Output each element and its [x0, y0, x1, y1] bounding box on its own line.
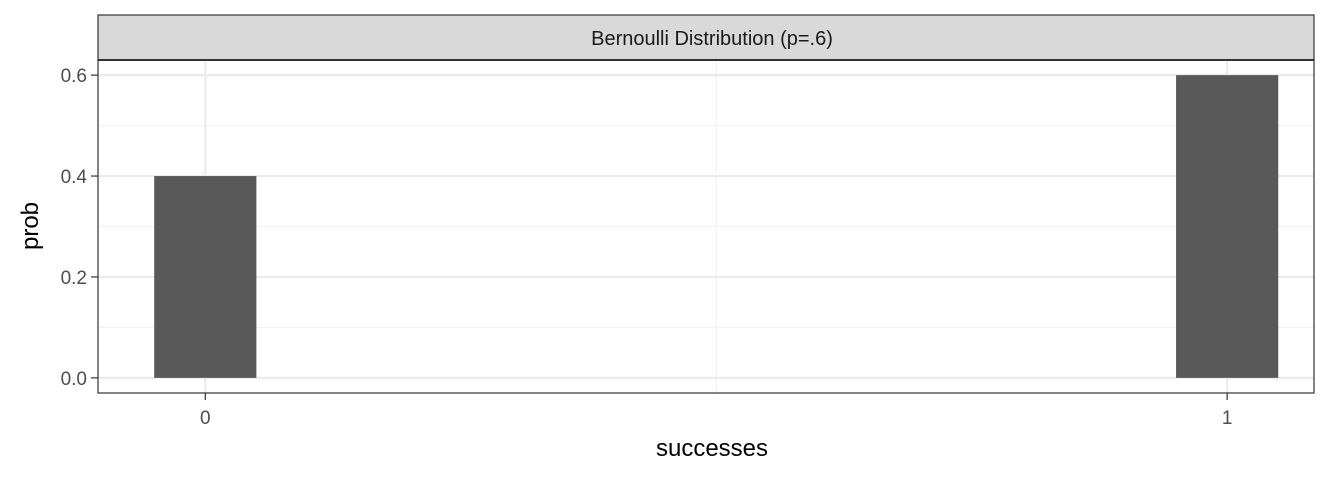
plot-panel [97, 59, 1315, 394]
y-axis: 0.0 0.2 0.4 0.6 [61, 66, 98, 390]
y-tick-label: 0.4 [61, 167, 88, 188]
y-tick-label: 0.6 [61, 66, 87, 87]
y-tick-label: 0.2 [61, 268, 87, 289]
x-tick-label: 1 [1222, 408, 1233, 429]
minor-gridlines [98, 60, 1314, 393]
x-tick-label: 0 [200, 408, 211, 429]
x-axis-title: successes [656, 435, 768, 462]
facet-title: Bernoulli Distribution (p=.6) [591, 28, 833, 50]
bars [154, 75, 1279, 378]
facet-strip [97, 14, 1315, 61]
y-axis-title: prob [17, 202, 44, 250]
bar-0 [154, 176, 257, 378]
bar-1 [1176, 75, 1279, 378]
y-tick-label: 0.0 [61, 369, 87, 390]
